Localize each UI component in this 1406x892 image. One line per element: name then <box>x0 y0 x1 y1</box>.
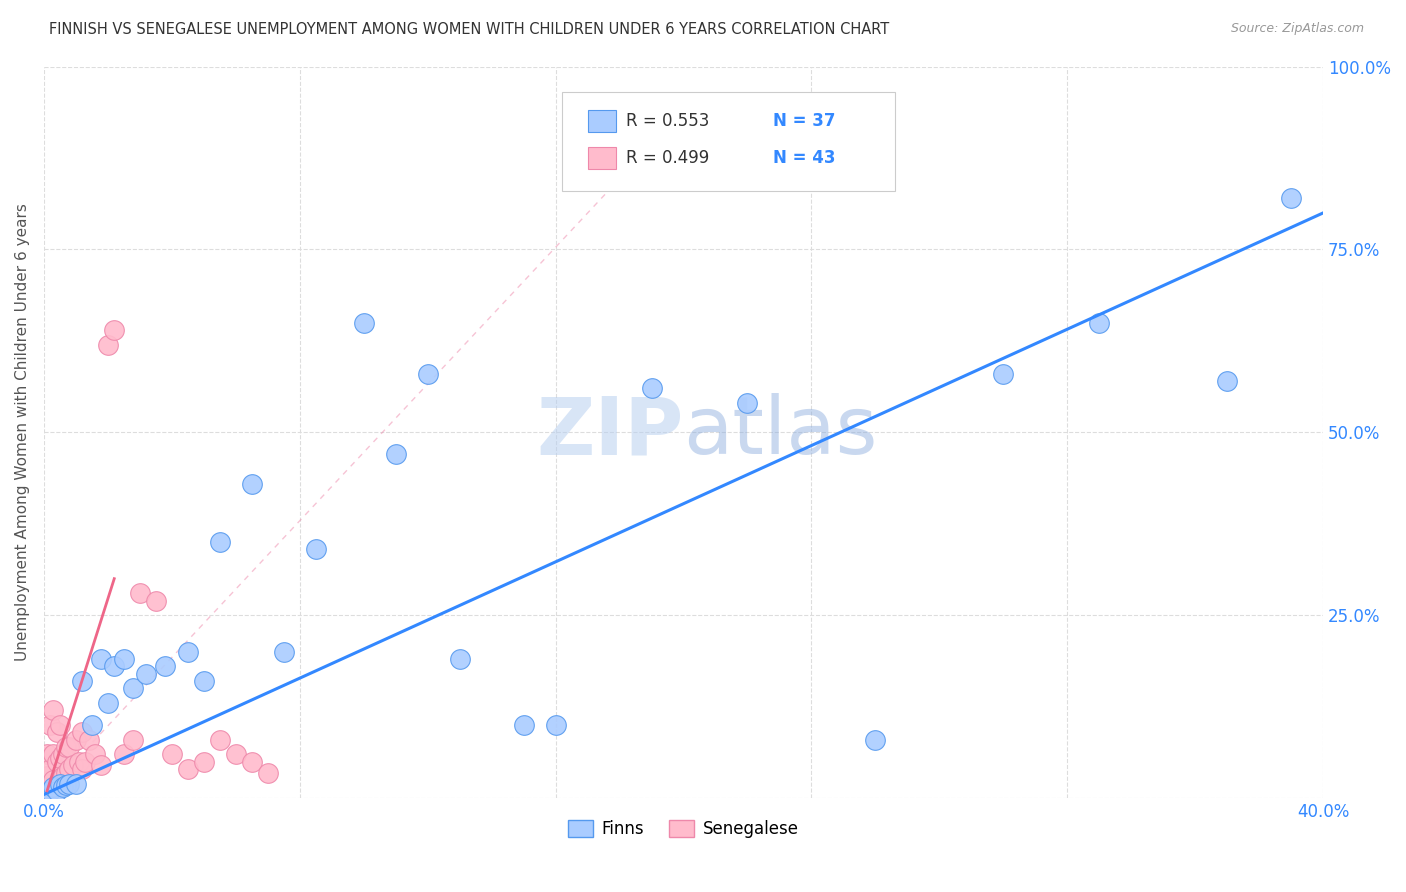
Bar <box>588 147 616 169</box>
Point <box>49 772 72 787</box>
Point <box>160 747 183 762</box>
Y-axis label: Unemployment Among Women with Children Under 6 years: Unemployment Among Women with Children U… <box>15 203 30 661</box>
Point <box>55 739 77 754</box>
Point <box>353 316 375 330</box>
Point <box>42 747 65 762</box>
Point <box>993 367 1015 381</box>
Point <box>35 747 58 762</box>
Point <box>97 696 120 710</box>
Point <box>737 396 759 410</box>
Point <box>55 778 77 792</box>
Legend: Finns, Senegalese: Finns, Senegalese <box>562 814 806 845</box>
Point <box>90 652 112 666</box>
Point <box>39 784 62 798</box>
Point <box>122 681 145 696</box>
Point <box>72 725 94 739</box>
Point <box>80 718 103 732</box>
Text: R = 0.499: R = 0.499 <box>626 149 709 167</box>
Point <box>103 659 125 673</box>
Point <box>1279 191 1302 205</box>
FancyBboxPatch shape <box>562 92 894 191</box>
Point <box>112 652 135 666</box>
Text: N = 43: N = 43 <box>773 149 835 167</box>
Point <box>58 776 80 790</box>
Point <box>193 755 215 769</box>
Point <box>58 762 80 776</box>
Point <box>42 780 65 794</box>
Point <box>35 780 58 794</box>
Point <box>103 323 125 337</box>
Point <box>305 542 328 557</box>
Text: atlas: atlas <box>683 393 877 471</box>
Point <box>49 751 72 765</box>
Point <box>90 758 112 772</box>
Point <box>97 337 120 351</box>
Point <box>65 732 87 747</box>
Point <box>39 718 62 732</box>
Point <box>240 755 263 769</box>
Point <box>122 732 145 747</box>
Point <box>45 776 67 790</box>
Point <box>45 725 67 739</box>
Point <box>240 476 263 491</box>
Point <box>84 747 107 762</box>
Bar <box>588 111 616 132</box>
Point <box>39 776 62 790</box>
Point <box>128 586 150 600</box>
Point <box>35 769 58 783</box>
Point <box>416 367 439 381</box>
Point <box>45 784 67 798</box>
Point <box>177 762 200 776</box>
Point <box>39 762 62 776</box>
Point <box>35 788 58 802</box>
Point <box>865 732 887 747</box>
Point <box>177 645 200 659</box>
Point <box>62 758 84 772</box>
Point <box>45 755 67 769</box>
Point <box>145 593 167 607</box>
Point <box>72 674 94 689</box>
Point <box>49 776 72 790</box>
Point <box>208 732 231 747</box>
Point <box>512 718 534 732</box>
Point <box>256 765 278 780</box>
Point <box>52 769 75 783</box>
Text: FINNISH VS SENEGALESE UNEMPLOYMENT AMONG WOMEN WITH CHILDREN UNDER 6 YEARS CORRE: FINNISH VS SENEGALESE UNEMPLOYMENT AMONG… <box>49 22 890 37</box>
Point <box>77 732 100 747</box>
Point <box>42 772 65 787</box>
Point <box>58 739 80 754</box>
Point <box>273 645 295 659</box>
Point <box>75 755 97 769</box>
Point <box>208 535 231 549</box>
Point <box>52 780 75 794</box>
Point <box>640 382 662 396</box>
Point <box>55 765 77 780</box>
Point <box>52 747 75 762</box>
Point <box>384 447 406 461</box>
Text: N = 37: N = 37 <box>773 112 835 130</box>
Point <box>135 666 157 681</box>
Point <box>72 762 94 776</box>
Point <box>155 659 177 673</box>
Text: R = 0.553: R = 0.553 <box>626 112 709 130</box>
Point <box>1216 374 1239 388</box>
Point <box>112 747 135 762</box>
Point <box>449 652 471 666</box>
Point <box>42 703 65 717</box>
Text: Source: ZipAtlas.com: Source: ZipAtlas.com <box>1230 22 1364 36</box>
Point <box>67 755 90 769</box>
Point <box>544 718 567 732</box>
Point <box>193 674 215 689</box>
Point <box>49 718 72 732</box>
Point <box>1088 316 1111 330</box>
Text: ZIP: ZIP <box>536 393 683 471</box>
Point <box>65 776 87 790</box>
Point <box>225 747 247 762</box>
